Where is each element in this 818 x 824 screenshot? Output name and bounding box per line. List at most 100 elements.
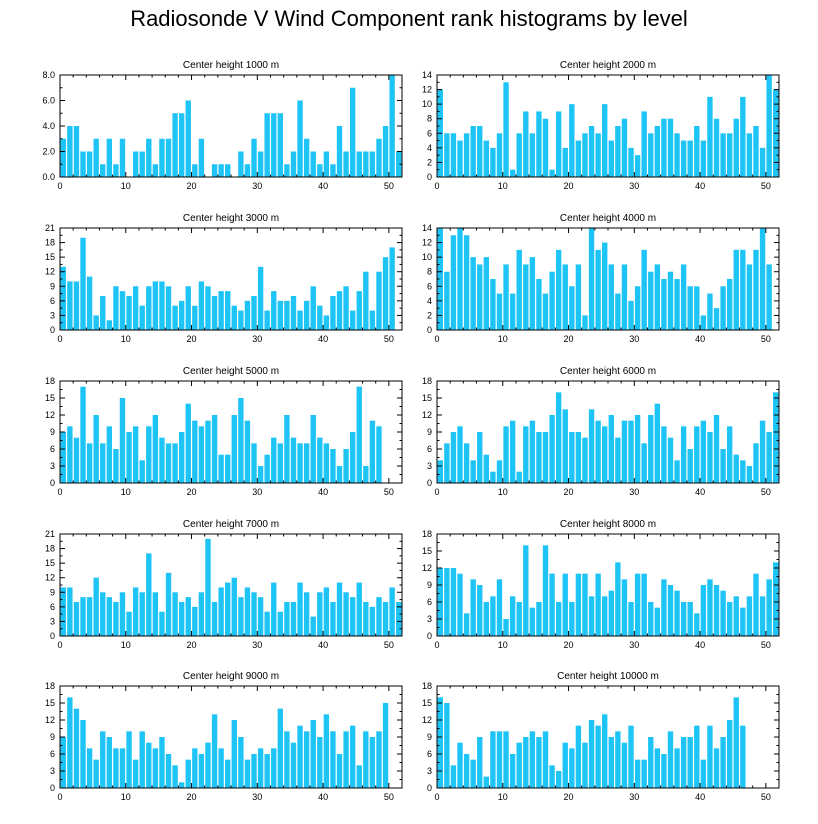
histogram-bar bbox=[516, 133, 522, 177]
x-tick-label: 30 bbox=[252, 792, 262, 802]
histogram-bar bbox=[536, 432, 542, 483]
histogram-bar bbox=[382, 126, 389, 177]
histogram-bar bbox=[457, 573, 463, 636]
histogram-bar bbox=[330, 449, 336, 483]
histogram-bar bbox=[363, 466, 369, 483]
histogram-bar bbox=[389, 587, 395, 636]
histogram-bar bbox=[251, 296, 257, 330]
histogram-bar bbox=[674, 590, 680, 636]
histogram-bar bbox=[310, 415, 316, 483]
histogram-bar bbox=[284, 731, 290, 788]
y-tick-label: 9 bbox=[427, 580, 432, 590]
histogram-bar bbox=[509, 754, 516, 788]
histogram-bar bbox=[621, 118, 628, 177]
histogram-bar bbox=[509, 293, 516, 330]
histogram-bar bbox=[93, 759, 99, 788]
histogram-bar bbox=[80, 151, 86, 177]
histogram-bar bbox=[707, 432, 713, 483]
x-tick-label: 20 bbox=[564, 334, 574, 344]
y-tick-label: 15 bbox=[422, 393, 432, 403]
histogram-bar bbox=[60, 138, 66, 177]
x-tick-label: 50 bbox=[761, 640, 771, 650]
y-tick-label: 14 bbox=[422, 223, 432, 233]
histogram-bar bbox=[218, 164, 224, 177]
histogram-bar bbox=[159, 281, 165, 330]
histogram-bar bbox=[317, 164, 323, 177]
histogram-bar bbox=[542, 432, 549, 483]
x-tick-label: 50 bbox=[384, 792, 394, 802]
histogram-bar bbox=[369, 151, 376, 177]
y-tick-label: 0 bbox=[50, 325, 55, 335]
histogram-bar bbox=[323, 315, 330, 330]
histogram-bar bbox=[536, 111, 542, 177]
histogram-bar bbox=[310, 616, 316, 636]
histogram-bar bbox=[667, 585, 674, 636]
histogram-bar bbox=[536, 279, 542, 330]
panel-title: Center height 10000 m bbox=[557, 671, 659, 682]
histogram-bar bbox=[356, 151, 362, 177]
histogram-bar bbox=[569, 286, 575, 330]
histogram-bar bbox=[205, 420, 211, 483]
histogram-bar bbox=[159, 737, 165, 788]
histogram-bar bbox=[178, 300, 185, 330]
histogram-bar bbox=[529, 420, 536, 483]
histogram-bar bbox=[529, 607, 536, 636]
histogram-bar bbox=[562, 264, 568, 330]
histogram-bar bbox=[251, 754, 257, 788]
y-tick-label: 10 bbox=[422, 99, 432, 109]
x-tick-label: 40 bbox=[695, 640, 705, 650]
histogram-bar bbox=[477, 432, 483, 483]
x-tick-label: 30 bbox=[629, 181, 639, 191]
histogram-bar bbox=[225, 759, 231, 788]
histogram-bar bbox=[396, 602, 402, 636]
histogram-bar bbox=[726, 133, 733, 177]
y-tick-label: 0.0 bbox=[42, 172, 55, 182]
histogram-bar bbox=[621, 264, 628, 330]
histogram-bar bbox=[178, 782, 185, 788]
histogram-bar bbox=[477, 126, 483, 177]
histogram-bar bbox=[303, 592, 310, 636]
panel-title: Center height 5000 m bbox=[183, 366, 279, 377]
histogram-bar bbox=[437, 460, 443, 483]
histogram-bar bbox=[733, 118, 739, 177]
histogram-bar bbox=[132, 286, 139, 330]
histogram-bar bbox=[363, 602, 369, 636]
histogram-bar bbox=[86, 443, 93, 483]
histogram-bar bbox=[687, 449, 693, 483]
y-tick-label: 15 bbox=[45, 393, 55, 403]
y-tick-label: 6.0 bbox=[42, 96, 55, 106]
histogram-bar bbox=[198, 138, 205, 177]
histogram-bar bbox=[244, 759, 251, 788]
histogram-bar bbox=[317, 737, 323, 788]
histogram-bar bbox=[450, 133, 457, 177]
histogram-bar bbox=[93, 138, 99, 177]
histogram-bar bbox=[694, 286, 700, 330]
histogram-bar bbox=[490, 279, 496, 330]
panel-title: Center height 8000 m bbox=[560, 519, 656, 530]
histogram-bar bbox=[707, 293, 713, 330]
histogram-bar bbox=[726, 720, 733, 788]
y-tick-label: 4.0 bbox=[42, 121, 55, 131]
histogram-bar bbox=[356, 291, 362, 330]
histogram-bar bbox=[713, 308, 720, 330]
histogram-bar bbox=[496, 731, 503, 788]
panel-title: Center height 7000 m bbox=[183, 519, 279, 530]
histogram-bar bbox=[634, 286, 641, 330]
histogram-bar bbox=[363, 731, 369, 788]
x-tick-label: 50 bbox=[761, 334, 771, 344]
histogram-bar bbox=[766, 432, 772, 483]
histogram-bar bbox=[93, 415, 99, 483]
histogram-bar bbox=[106, 737, 113, 788]
histogram-bar bbox=[746, 466, 753, 483]
histogram-bar bbox=[297, 725, 303, 788]
histogram-bar bbox=[634, 573, 641, 636]
histogram-bar bbox=[595, 725, 601, 788]
histogram-bar bbox=[349, 310, 356, 330]
histogram-bar bbox=[529, 731, 536, 788]
y-tick-label: 18 bbox=[422, 681, 432, 691]
histogram-bar bbox=[80, 597, 86, 636]
histogram-bar bbox=[740, 96, 746, 177]
histogram-bar bbox=[146, 138, 152, 177]
x-tick-label: 0 bbox=[434, 792, 439, 802]
histogram-bar bbox=[73, 126, 80, 177]
